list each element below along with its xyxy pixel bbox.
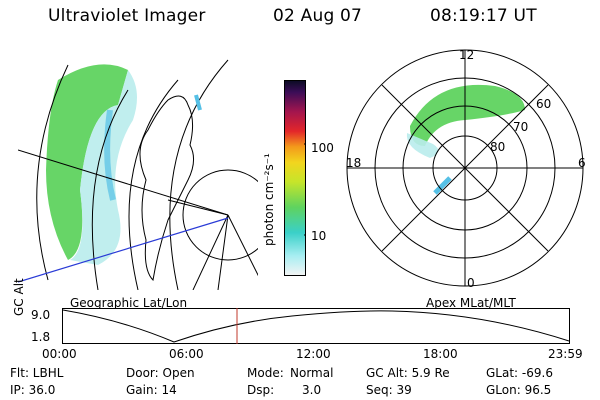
terminator-line: [18, 217, 229, 283]
time-tick-2359: 23:59: [548, 347, 583, 361]
mlt-label-18: 18: [346, 156, 362, 170]
colorbar-tick-10: 10: [311, 229, 327, 243]
glon-field: GLon: 96.5: [486, 383, 552, 397]
time-tick-12: 12:00: [296, 347, 331, 361]
ip-field: IP: 36.0: [10, 383, 56, 397]
altitude-tick-high: 9.0: [31, 308, 51, 322]
colorbar-tick-100: 100: [311, 141, 334, 155]
date-label: 02 Aug 07: [273, 6, 363, 26]
mlat-label-70: 70: [513, 120, 529, 134]
continent-outline: [139, 95, 194, 282]
altitude-tick-low: 1.8: [31, 330, 51, 344]
instrument-title: Ultraviolet Imager: [48, 6, 206, 26]
mlt-label-0: 0: [467, 276, 475, 290]
mlat-label-80: 80: [490, 140, 506, 154]
time-label: 08:19:17 UT: [430, 6, 537, 26]
altitude-plot: [62, 308, 570, 344]
colorbar-unit-label: photon cm⁻²s⁻¹: [262, 153, 276, 246]
flt-field: Flt: LBHL: [10, 366, 64, 380]
mode-key: Mode:: [247, 366, 284, 380]
mode-value: Normal: [290, 366, 334, 380]
door-field: Door: Open: [126, 366, 195, 380]
time-tick-00: 00:00: [42, 347, 77, 361]
dsp-key: Dsp:: [247, 383, 275, 397]
altitude-axis-label: GC Alt: [12, 278, 26, 316]
mlt-label-6: 6: [578, 156, 586, 170]
aurora-region: [46, 64, 128, 260]
mlat-label-60: 60: [536, 97, 552, 111]
gc-alt-field: GC Alt: 5.9 Re: [366, 366, 450, 380]
time-tick-18: 18:00: [423, 347, 458, 361]
aurora-fringe: [70, 70, 137, 265]
time-tick-06: 06:00: [169, 347, 204, 361]
polar-plot: [346, 49, 584, 287]
glat-field: GLat: -69.6: [486, 366, 553, 380]
seq-field: Seq: 39: [366, 383, 412, 397]
apex-label: Apex MLat/MLT: [426, 296, 516, 310]
altitude-curve: [62, 309, 570, 343]
gain-field: Gain: 14: [126, 383, 177, 397]
geographic-map: [18, 59, 258, 290]
polar-aurora: [410, 84, 525, 146]
color-bar: [284, 80, 306, 276]
dsp-value: 3.0: [302, 383, 322, 397]
geographic-label: Geographic Lat/Lon: [70, 296, 188, 310]
mlt-label-12: 12: [459, 48, 475, 62]
